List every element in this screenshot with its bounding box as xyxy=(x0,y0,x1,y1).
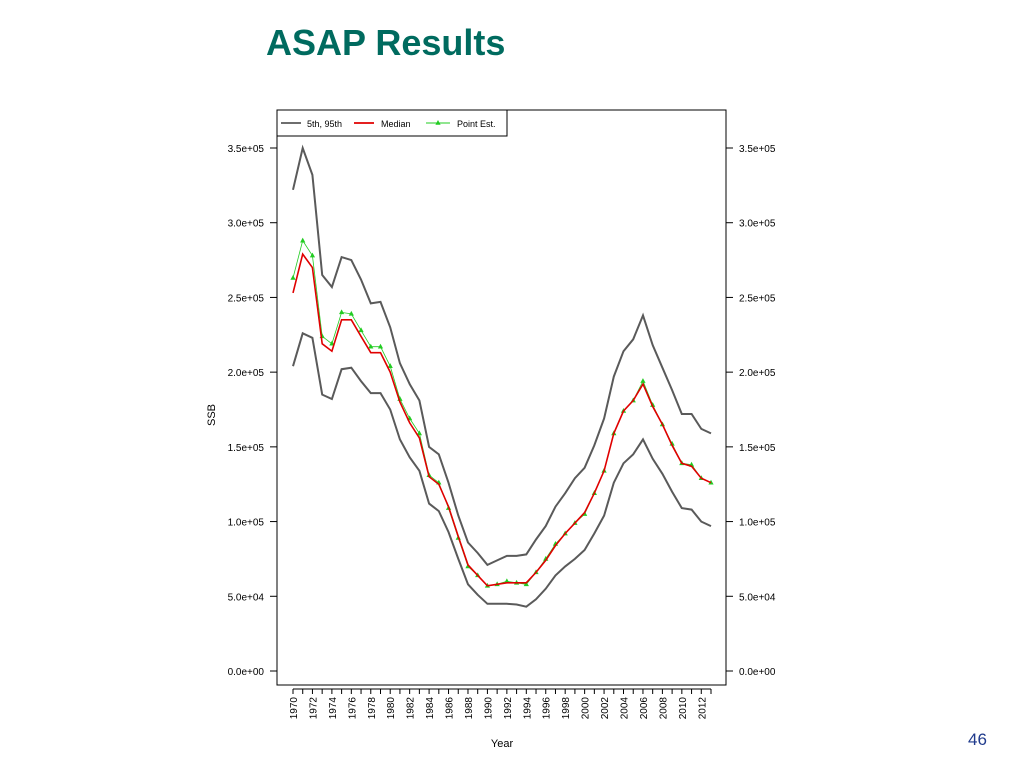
x-tick-label: 1994 xyxy=(522,697,533,720)
y-tick-label-right: 2.5e+05 xyxy=(739,293,776,304)
page-number: 46 xyxy=(968,730,987,749)
y-tick-label-left: 0.0e+00 xyxy=(228,667,265,678)
x-tick-label: 1996 xyxy=(542,697,553,720)
point-est-marker xyxy=(300,237,306,243)
point-est-marker xyxy=(309,252,316,258)
series-layer xyxy=(290,144,714,608)
point-est-marker xyxy=(387,363,393,368)
x-tick-label: 1988 xyxy=(464,697,475,720)
x-tick-label: 1978 xyxy=(367,697,378,720)
y-tick-label-right: 0.0e+00 xyxy=(739,667,776,678)
y-tick-label-left: 3.5e+05 xyxy=(228,144,265,155)
point-est-marker xyxy=(339,309,345,315)
x-tick-label: 2012 xyxy=(697,697,708,720)
legend-label: 5th, 95th xyxy=(307,119,342,129)
legend-label: Point Est. xyxy=(457,119,496,129)
x-tick-label: 2002 xyxy=(600,697,611,720)
point-est-marker xyxy=(640,378,646,383)
point-est-marker xyxy=(368,343,374,349)
x-tick-label: 1972 xyxy=(308,697,319,720)
y-tick-label-left: 3.0e+05 xyxy=(228,219,265,230)
x-tick-label: 1984 xyxy=(425,697,436,720)
plot-frame xyxy=(276,109,727,686)
x-tick-label: 2006 xyxy=(639,697,650,720)
x-tick-label: 1990 xyxy=(483,697,494,720)
y-tick-label-right: 2.0e+05 xyxy=(739,368,776,379)
x-tick-label: 2010 xyxy=(678,697,689,720)
x-tick-label: 2004 xyxy=(620,697,631,720)
y-tick-label-right: 5.0e+04 xyxy=(739,592,776,603)
point-est-marker xyxy=(377,343,384,349)
x-tick-label: 1998 xyxy=(561,697,572,720)
ci-upper-line xyxy=(292,144,712,567)
slide-title: ASAP Results xyxy=(266,22,506,63)
x-tick-label: 2008 xyxy=(658,697,669,720)
ci-lower-line xyxy=(292,331,712,608)
legend-marker xyxy=(435,120,441,125)
point-est-marker xyxy=(290,275,296,280)
x-axis-label: Year xyxy=(491,738,514,750)
point-est-marker xyxy=(523,581,529,587)
y-tick-label-left: 2.0e+05 xyxy=(228,368,265,379)
legend: 5th, 95th Median Point Est. xyxy=(276,109,508,137)
point-est-line xyxy=(292,239,712,587)
y-tick-label-right: 1.0e+05 xyxy=(739,518,776,529)
point-est-marker xyxy=(650,402,656,407)
y-tick-label-right: 3.0e+05 xyxy=(739,219,776,230)
x-tick-label: 1986 xyxy=(445,697,456,720)
median-line xyxy=(292,252,712,587)
x-tick-label: 1992 xyxy=(503,697,514,720)
y-tick-label-left: 1.0e+05 xyxy=(228,518,265,529)
y-tick-label-left: 2.5e+05 xyxy=(228,293,265,304)
point-est-marker xyxy=(416,430,422,436)
x-tick-label: 2000 xyxy=(581,697,592,720)
point-est-marker xyxy=(358,327,364,333)
point-est-marker xyxy=(504,578,510,584)
y-tick-label-left: 5.0e+04 xyxy=(228,592,265,603)
x-tick-label: 1974 xyxy=(328,697,339,720)
legend-label: Median xyxy=(381,119,411,129)
x-tick-label: 1982 xyxy=(406,697,417,720)
y-axis-label: SSB xyxy=(206,404,218,426)
x-tick-label: 1980 xyxy=(386,697,397,720)
x-tick-label: 1970 xyxy=(289,697,300,720)
x-tick-label: 1976 xyxy=(347,697,358,720)
y-tick-label-left: 1.5e+05 xyxy=(228,443,265,454)
y-tick-label-right: 3.5e+05 xyxy=(739,144,776,155)
y-tick-label-right: 1.5e+05 xyxy=(739,443,776,454)
point-est-marker xyxy=(348,310,354,316)
legend-box xyxy=(276,109,508,137)
axes: 0.0e+00 0.0e+00 5.0e+04 5.0e+04 1.0e+05 1.0e+… xyxy=(228,144,776,719)
